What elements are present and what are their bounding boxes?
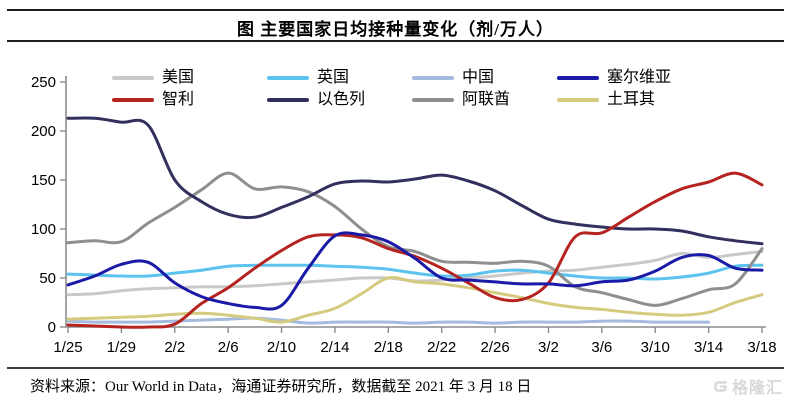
legend-label-turkey: 土耳其	[607, 91, 656, 108]
legend-item-serbia: 塞尔维亚	[557, 70, 671, 86]
series-line-israel	[66, 116, 764, 246]
legend-label-serbia: 塞尔维亚	[607, 69, 672, 86]
chart-legend: 美国 英国 中国 塞尔维亚智利 以色列 阿联酋 土耳其	[0, 50, 791, 120]
series-line-turkey	[66, 276, 764, 324]
series-line-uae	[66, 171, 764, 307]
legend-swatch-serbia	[557, 76, 599, 80]
x-tick-label: 1/25	[53, 339, 82, 356]
y-tick-label: 150	[31, 172, 56, 189]
x-tick-label: 2/18	[374, 339, 403, 356]
y-tick-label: 250	[31, 74, 56, 91]
legend-item-israel: 以色列	[267, 92, 365, 108]
y-tick-label: 0	[48, 319, 56, 336]
legend-item-chile: 智利	[112, 92, 194, 108]
x-tick-label: 2/14	[320, 339, 349, 356]
legend-swatch-china	[412, 76, 454, 80]
x-tick-label: 3/10	[641, 339, 670, 356]
x-tick-label: 3/18	[747, 339, 776, 356]
legend-item-uk: 英国	[267, 70, 349, 86]
legend-label-usa: 美国	[162, 69, 195, 86]
legend-swatch-uk	[267, 76, 309, 80]
legend-item-usa: 美国	[112, 70, 194, 86]
figure-title: 图 主要国家日均接种量变化（剂/万人）	[237, 20, 554, 39]
title-divider-rule	[7, 40, 784, 42]
x-tick-label: 1/29	[107, 339, 136, 356]
top-rule	[7, 9, 784, 11]
legend-item-china: 中国	[412, 70, 494, 86]
gelonghui-logo-text: 格隆汇	[731, 380, 783, 397]
legend-swatch-israel	[267, 98, 309, 102]
legend-label-uae: 阿联酋	[462, 91, 511, 108]
footer: 资料来源：Our World in Data，海通证券研究所，数据截至 2021…	[0, 372, 791, 400]
chart-area: 0 50 100 150 200 250 1/25 1/29 2/2 2/6 2/10 2/14 2/1…	[0, 50, 791, 366]
x-tick-label: 3/6	[591, 339, 612, 356]
legend-swatch-usa	[112, 76, 154, 80]
line-chart: 0 50 100 150 200 250 1/25 1/29 2/2 2/6 2/10 2/14 2/1…	[31, 74, 777, 356]
series-line-serbia	[66, 231, 764, 311]
legend-item-uae: 阿联酋	[412, 92, 510, 108]
series-line-china	[66, 316, 711, 325]
series-line-uk	[66, 263, 764, 281]
legend-label-china: 中国	[462, 69, 495, 86]
legend-swatch-turkey	[557, 98, 599, 102]
x-tick-label: 2/22	[427, 339, 456, 356]
legend-swatch-uae	[412, 98, 454, 102]
x-tick-label: 2/26	[480, 339, 509, 356]
x-tick-label: 2/6	[218, 339, 239, 356]
legend-label-chile: 智利	[162, 91, 195, 108]
legend-item-turkey: 土耳其	[557, 92, 655, 108]
x-tick-label: 3/2	[538, 339, 559, 356]
legend-label-israel: 以色列	[317, 91, 366, 108]
y-tick-label: 100	[31, 221, 56, 238]
x-tick-label: 3/14	[694, 339, 723, 356]
source-note: 资料来源：Our World in Data，海通证券研究所，数据截至 2021…	[30, 379, 532, 395]
x-tick-label: 2/2	[164, 339, 185, 356]
x-tick-label: 2/10	[267, 339, 296, 356]
footer-rule	[7, 367, 784, 369]
series-line-chile	[66, 171, 764, 329]
legend-swatch-chile	[112, 98, 154, 102]
gelonghui-logo: 格隆汇	[712, 374, 783, 398]
gelonghui-icon	[714, 380, 727, 392]
y-tick-label: 50	[39, 270, 56, 287]
y-tick-label: 200	[31, 123, 56, 140]
legend-label-uk: 英国	[317, 69, 350, 86]
